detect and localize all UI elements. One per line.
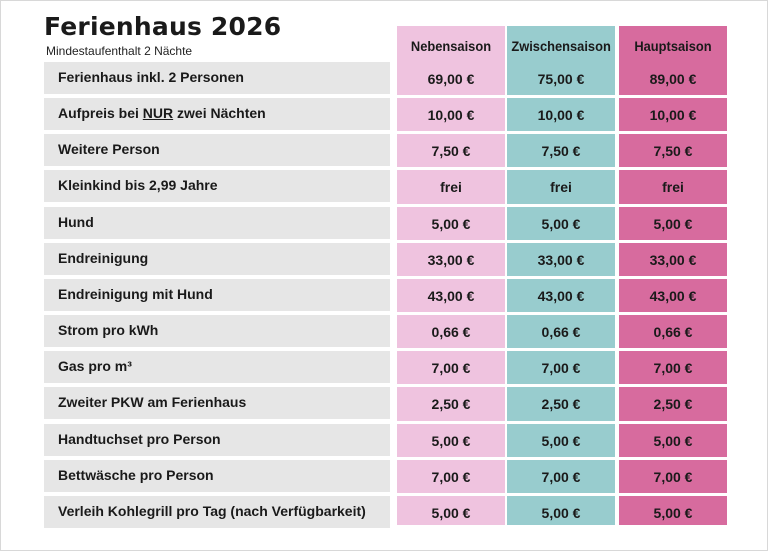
row-label-text: zwei Nächten [173,105,266,121]
price-cell-nebensaison: 69,00 € [427,71,475,87]
row-separator [397,240,730,243]
price-cell-hauptsaison: 89,00 € [649,71,697,87]
price-cell-zwischensaison: 5,00 € [541,433,581,449]
row-separator [397,457,730,460]
price-cell-zwischensaison: 7,00 € [541,360,581,376]
row-label: Verleih Kohlegrill pro Tag (nach Verfügb… [44,496,390,528]
row-label: Strom pro kWh [44,315,390,347]
row-separator [397,204,730,207]
column-nebensaison-background [397,26,505,525]
price-cell-hauptsaison: 7,00 € [653,469,693,485]
price-cell-zwischensaison: 75,00 € [537,71,585,87]
page-title: Ferienhaus 2026 [44,12,282,41]
price-cell-nebensaison: 7,00 € [431,360,471,376]
column-header-nebensaison: Nebensaison [410,38,492,54]
row-separator [397,421,730,424]
price-cell-zwischensaison: 5,00 € [541,505,581,521]
row-label: Handtuchset pro Person [44,424,390,456]
row-label: Bettwäsche pro Person [44,460,390,492]
price-cell-hauptsaison: 5,00 € [653,216,693,232]
row-separator [397,276,730,279]
page-subtitle: Mindestaufenthalt 2 Nächte [46,44,193,58]
row-separator [397,312,730,315]
row-label: Ferienhaus inkl. 2 Personen [44,62,390,94]
price-cell-nebensaison: 43,00 € [427,288,475,304]
row-label: Aufpreis bei NUR zwei Nächten [44,98,390,130]
price-cell-nebensaison: 7,50 € [431,143,471,159]
price-cell-nebensaison: frei [440,179,462,195]
column-hauptsaison-background [619,26,727,525]
price-cell-hauptsaison: 5,00 € [653,433,693,449]
row-label: Zweiter PKW am Ferienhaus [44,387,390,419]
price-cell-hauptsaison: 43,00 € [649,288,697,304]
row-separator [397,95,730,98]
row-label-text: Aufpreis bei [58,105,143,121]
row-separator [397,493,730,496]
price-cell-nebensaison: 5,00 € [431,216,471,232]
price-cell-nebensaison: 5,00 € [431,505,471,521]
price-cell-zwischensaison: frei [550,179,572,195]
column-zwischensaison-background [507,26,615,525]
column-header-zwischensaison: Zwischensaison [511,38,611,54]
row-separator [397,167,730,170]
price-cell-zwischensaison: 0,66 € [541,324,581,340]
price-cell-hauptsaison: 10,00 € [649,107,697,123]
price-cell-zwischensaison: 7,50 € [541,143,581,159]
price-cell-zwischensaison: 43,00 € [537,288,585,304]
row-label: Kleinkind bis 2,99 Jahre [44,170,390,202]
row-label: Endreinigung mit Hund [44,279,390,311]
price-cell-zwischensaison: 2,50 € [541,396,581,412]
price-cell-hauptsaison: 2,50 € [653,396,693,412]
row-label: Weitere Person [44,134,390,166]
row-label: Hund [44,207,390,239]
price-cell-nebensaison: 33,00 € [427,252,475,268]
price-cell-hauptsaison: 7,00 € [653,360,693,376]
row-label: Gas pro m³ [44,351,390,383]
price-cell-nebensaison: 7,00 € [431,469,471,485]
price-cell-hauptsaison: 5,00 € [653,505,693,521]
price-cell-zwischensaison: 10,00 € [537,107,585,123]
price-cell-zwischensaison: 7,00 € [541,469,581,485]
price-cell-nebensaison: 0,66 € [431,324,471,340]
price-cell-nebensaison: 2,50 € [431,396,471,412]
row-label: Endreinigung [44,243,390,275]
price-cell-nebensaison: 10,00 € [427,107,475,123]
price-cell-hauptsaison: 0,66 € [653,324,693,340]
row-label-emphasis: NUR [142,105,174,121]
price-cell-hauptsaison: 7,50 € [653,143,693,159]
column-header-hauptsaison: Hauptsaison [634,38,712,54]
price-cell-hauptsaison: frei [662,179,684,195]
price-cell-zwischensaison: 5,00 € [541,216,581,232]
price-cell-hauptsaison: 33,00 € [649,252,697,268]
price-cell-zwischensaison: 33,00 € [537,252,585,268]
price-cell-nebensaison: 5,00 € [431,433,471,449]
row-separator [397,348,730,351]
row-separator [397,131,730,134]
row-separator [397,384,730,387]
